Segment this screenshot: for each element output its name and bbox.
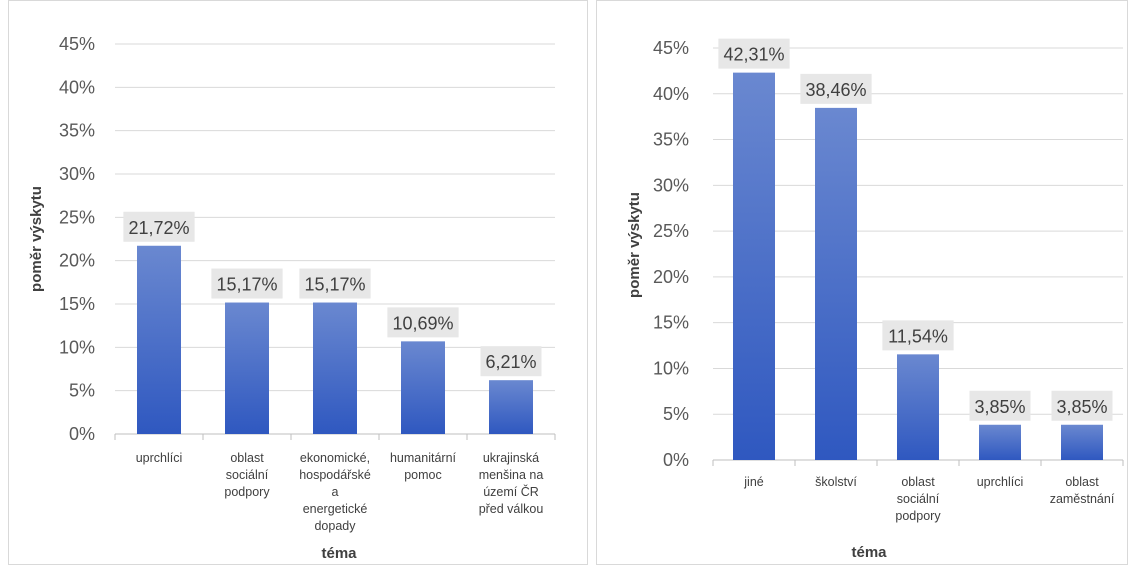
- y-tick-label: 35%: [653, 130, 689, 150]
- data-label-box: [387, 307, 459, 338]
- data-label: 6,21%: [485, 352, 536, 372]
- y-tick-label: 5%: [69, 381, 95, 401]
- category-label: podpory: [224, 485, 270, 499]
- category-label: oblast: [1065, 475, 1099, 489]
- data-label: 38,46%: [805, 80, 866, 100]
- category-label: oblast: [901, 475, 935, 489]
- y-tick-label: 5%: [663, 404, 689, 424]
- data-label-box: [480, 346, 542, 377]
- bar: [1061, 424, 1103, 460]
- data-label: 42,31%: [723, 45, 784, 65]
- y-tick-label: 0%: [69, 424, 95, 444]
- category-label: pomoc: [404, 468, 442, 482]
- data-label: 3,85%: [1056, 397, 1107, 417]
- chart-left: 0% 5% 10% 15% 20% 25% 30% 35% 40% 45% 21,72% uprchl…: [28, 34, 556, 562]
- bar: [979, 424, 1021, 460]
- data-label-box: [123, 211, 195, 242]
- y-tick-label: 35%: [59, 121, 95, 141]
- data-label: 11,54%: [888, 326, 948, 346]
- data-label-box: [969, 390, 1031, 421]
- category-label: před válkou: [479, 502, 544, 516]
- category-label: sociální: [897, 492, 940, 506]
- data-label: 15,17%: [216, 275, 277, 295]
- category-label: uprchlíci: [136, 451, 183, 465]
- data-label-box: [718, 38, 790, 69]
- data-label-box: [299, 268, 371, 299]
- category-label: jiné: [743, 475, 764, 489]
- y-tick-label: 45%: [653, 38, 689, 58]
- data-label: 3,85%: [974, 397, 1025, 417]
- bar: [489, 380, 533, 434]
- category-label: energetické: [303, 502, 368, 516]
- y-tick-label: 10%: [59, 337, 95, 357]
- category-label: hospodářské: [299, 468, 371, 482]
- category-label: a: [332, 485, 339, 499]
- y-tick-label: 20%: [59, 251, 95, 271]
- y-tick-label: 30%: [653, 175, 689, 195]
- data-label-box: [882, 320, 954, 351]
- bar: [733, 72, 775, 460]
- category-label: školství: [815, 475, 857, 489]
- y-tick-label: 25%: [653, 221, 689, 241]
- bar: [137, 245, 181, 434]
- bar: [313, 302, 357, 434]
- data-label: 15,17%: [304, 275, 365, 295]
- category-label: sociální: [226, 468, 269, 482]
- data-label-box: [211, 268, 283, 299]
- x-axis-title: téma: [851, 544, 887, 561]
- data-label: 10,69%: [392, 313, 453, 333]
- category-label: území ČR: [483, 484, 539, 499]
- category-label: ukrajinská: [483, 451, 539, 465]
- y-tick-label: 20%: [653, 267, 689, 287]
- y-axis-title: poměr výskytu: [28, 186, 45, 292]
- y-tick-label: 25%: [59, 207, 95, 227]
- category-label: zaměstnání: [1050, 492, 1115, 506]
- y-tick-label: 30%: [59, 164, 95, 184]
- category-label: dopady: [314, 519, 356, 533]
- data-label: 21,72%: [128, 218, 189, 238]
- category-label: podpory: [895, 509, 941, 523]
- bar: [897, 354, 939, 460]
- y-tick-label: 45%: [59, 34, 95, 54]
- category-label: humanitární: [390, 451, 457, 465]
- y-tick-label: 15%: [653, 313, 689, 333]
- y-tick-label: 0%: [663, 450, 689, 470]
- y-axis-title: poměr výskytu: [626, 192, 643, 298]
- category-label: oblast: [230, 451, 264, 465]
- y-tick-label: 15%: [59, 294, 95, 314]
- y-tick-label: 40%: [59, 77, 95, 97]
- data-label-box: [1051, 390, 1113, 421]
- category-label: uprchlíci: [977, 475, 1024, 489]
- chart-right: 0% 5% 10% 15% 20% 25% 30% 35% 40% 45% 42,31% jiné 38…: [626, 38, 1124, 561]
- x-axis-title: téma: [321, 545, 357, 562]
- chart-panel-left: 0% 5% 10% 15% 20% 25% 30% 35% 40% 45% 21,72% uprchl…: [8, 0, 588, 565]
- category-label: menšina na: [479, 468, 544, 482]
- bar: [401, 341, 445, 434]
- bar: [815, 107, 857, 461]
- chart-panel-right: 0% 5% 10% 15% 20% 25% 30% 35% 40% 45% 42,31% jiné 38…: [596, 0, 1128, 565]
- bar: [225, 302, 269, 434]
- data-label-box: [800, 73, 872, 104]
- category-label: ekonomické,: [300, 451, 370, 465]
- y-tick-label: 10%: [653, 358, 689, 378]
- y-tick-label: 40%: [653, 84, 689, 104]
